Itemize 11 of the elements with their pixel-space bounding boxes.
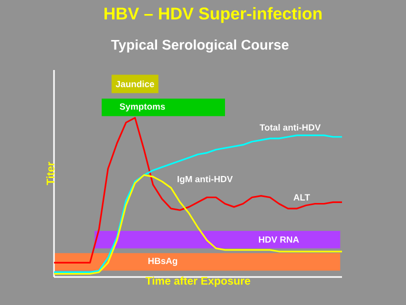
- annotation: HBsAg: [148, 258, 178, 266]
- x-axis-title: Time after Exposure: [146, 276, 250, 287]
- series-label: Total anti-HDV: [260, 124, 321, 131]
- y-axis-title: Titer: [46, 162, 54, 186]
- chart-title: HBV – HDV Super-infection: [104, 7, 322, 23]
- text: Symptoms: [120, 103, 165, 112]
- series-label: IgM anti-HDV: [178, 176, 233, 184]
- series-label: ALT: [294, 194, 310, 200]
- text: Jaundice: [116, 80, 154, 88]
- chart-subtitle: Typical Serological Course: [111, 39, 289, 53]
- annotation: HDV RNA: [258, 236, 299, 243]
